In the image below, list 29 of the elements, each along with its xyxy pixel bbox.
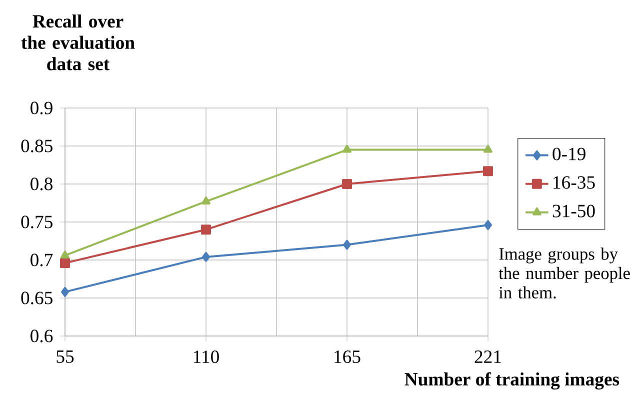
point <box>342 179 352 189</box>
chart-title: Recall over the evaluation data set <box>21 14 135 70</box>
y-tick-label: 0.65 <box>21 292 52 304</box>
text: Image groups by the number people in them. <box>498 248 630 299</box>
y-tick-label: 0.75 <box>21 216 52 228</box>
point <box>483 166 494 176</box>
y-tick-label: 0.7 <box>30 254 53 266</box>
x-tick-label: 221 <box>474 350 501 363</box>
point <box>342 144 352 153</box>
legend-label: 31-50 <box>552 204 595 218</box>
y-tick-label: 0.85 <box>21 140 52 152</box>
point <box>201 224 212 235</box>
point <box>343 240 351 250</box>
x-tick-label: 165 <box>334 350 360 364</box>
x-axis-title: Number of training images <box>404 372 620 390</box>
point <box>202 196 210 204</box>
point <box>484 220 492 230</box>
y-tick-label: 0.8 <box>30 178 52 190</box>
y-tick-label: 0.9 <box>30 102 52 114</box>
point <box>61 286 70 297</box>
legend-label: 0-19 <box>552 148 586 160</box>
point <box>484 144 492 153</box>
point <box>60 258 70 268</box>
point <box>202 252 210 262</box>
y-tick-label: 0.6 <box>30 330 53 342</box>
legend-label: 16-35 <box>554 176 595 189</box>
point <box>60 250 70 258</box>
x-tick-label: 55 <box>56 350 74 363</box>
x-tick-label: 110 <box>194 350 219 364</box>
